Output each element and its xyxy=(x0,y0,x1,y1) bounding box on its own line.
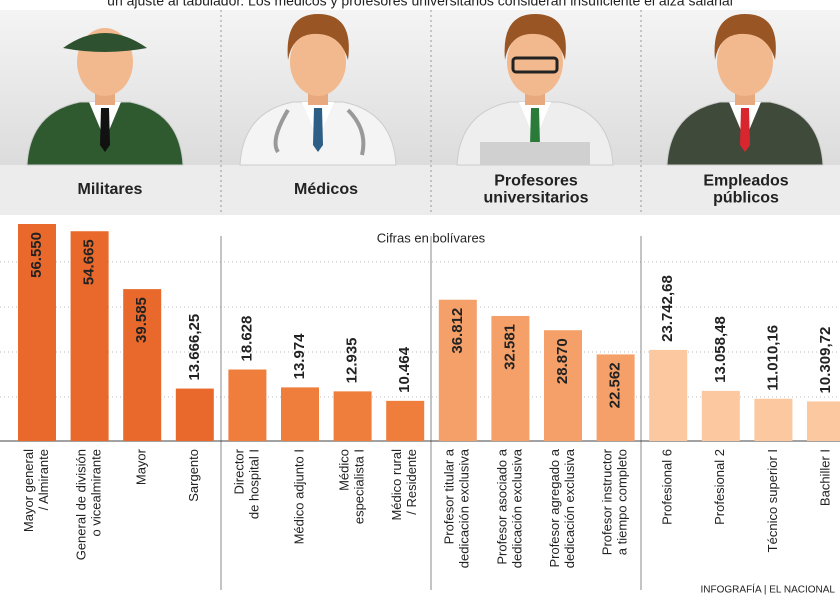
x-tick-label: Profesional 6 xyxy=(660,449,675,525)
source: INFOGRAFÍA | EL NACIONAL xyxy=(701,583,836,596)
x-tick-label: Médico adjunto I xyxy=(291,449,306,544)
value-label: 39.585 xyxy=(133,297,150,343)
value-label: 18.628 xyxy=(238,316,255,362)
x-tick-label: dedicación exclusiva xyxy=(562,448,577,568)
x-tick-label: Profesor asociado a xyxy=(494,448,509,564)
value-label: 12.935 xyxy=(344,337,361,383)
bar xyxy=(754,398,793,441)
bar xyxy=(228,369,267,441)
value-label: 10.309,72 xyxy=(817,327,834,394)
x-tick-label: Mayor general xyxy=(21,449,36,532)
x-tick-label: Profesor agregado a xyxy=(547,448,562,567)
x-tick-label: / Almirante xyxy=(36,449,51,510)
value-label: 11.010,16 xyxy=(764,325,781,391)
header-band xyxy=(0,165,840,215)
bar xyxy=(491,315,530,441)
group-label: Profesores xyxy=(494,173,578,190)
x-tick-label: Bachiller I xyxy=(817,449,832,506)
value-label: 13.666,25 xyxy=(186,314,203,381)
value-label: 32.581 xyxy=(501,324,518,370)
stethoscope xyxy=(273,108,366,156)
bar xyxy=(333,391,372,441)
x-tick-label: Mayor xyxy=(134,448,149,485)
tie xyxy=(530,108,540,152)
bar xyxy=(438,299,477,441)
value-label: 28.870 xyxy=(554,338,571,384)
value-label: 10.464 xyxy=(396,346,413,393)
bar xyxy=(807,401,840,441)
x-tick-label: Profesor titular a xyxy=(442,448,457,544)
bar xyxy=(175,388,214,441)
tie xyxy=(100,108,110,152)
subtitle: un ajuste al tabulador. Los médicos y pr… xyxy=(107,0,733,9)
value-label: 22.562 xyxy=(607,362,624,408)
cap xyxy=(63,33,147,52)
x-tick-label: dedicación exclusiva xyxy=(457,448,472,568)
hair xyxy=(504,14,566,60)
x-tick-label: / Residente xyxy=(404,449,419,515)
x-tick-label: dedicación exclusiva xyxy=(509,448,524,568)
bar xyxy=(386,400,425,441)
group-label: universitarios xyxy=(484,190,589,207)
value-label: 56.550 xyxy=(28,232,45,278)
group-label: Empleados xyxy=(703,173,788,190)
note: Cifras en bolívares xyxy=(377,230,486,245)
tie xyxy=(313,108,323,152)
tie xyxy=(740,108,750,152)
face xyxy=(290,28,346,96)
x-tick-label: Profesor instructor xyxy=(600,448,615,555)
bar xyxy=(544,330,582,441)
glasses xyxy=(511,56,559,74)
bar xyxy=(649,349,688,441)
bar xyxy=(70,231,109,441)
dividers-top xyxy=(220,10,642,215)
hair xyxy=(287,14,349,60)
group-label: Militares xyxy=(78,181,143,198)
value-label: 36.812 xyxy=(449,308,466,354)
hair xyxy=(714,14,776,60)
bar xyxy=(18,224,56,441)
x-tick-label: General de división xyxy=(74,449,89,560)
value-label: 13.974 xyxy=(291,333,308,380)
x-tick-label: Técnico superior I xyxy=(765,449,780,552)
x-tick-label: Profesional 2 xyxy=(712,449,727,525)
dividers xyxy=(220,236,642,590)
face xyxy=(507,28,563,96)
value-label: 23.742,68 xyxy=(659,275,676,342)
bar xyxy=(596,354,635,441)
x-tick-label: Sargento xyxy=(186,449,201,502)
bar xyxy=(701,390,740,441)
x-tick-label: Médico xyxy=(337,449,352,491)
x-tick-label: Director xyxy=(231,448,246,494)
bar xyxy=(281,387,319,441)
x-tick-label: Médico rural xyxy=(389,449,404,521)
x-tick-label: de hospital I xyxy=(246,449,261,519)
x-tick-label: especialista I xyxy=(352,449,367,524)
group-label: públicos xyxy=(713,190,779,207)
x-tick-label: o vicealmirante xyxy=(89,449,104,536)
x-tick-label: a tiempo completo xyxy=(615,449,630,555)
people-illustrations xyxy=(26,14,824,166)
value-label: 54.665 xyxy=(81,239,98,285)
laptop xyxy=(480,142,590,165)
bar xyxy=(123,289,162,441)
group-label: Médicos xyxy=(294,181,358,198)
value-label: 13.058,48 xyxy=(712,316,729,383)
face xyxy=(717,28,773,96)
